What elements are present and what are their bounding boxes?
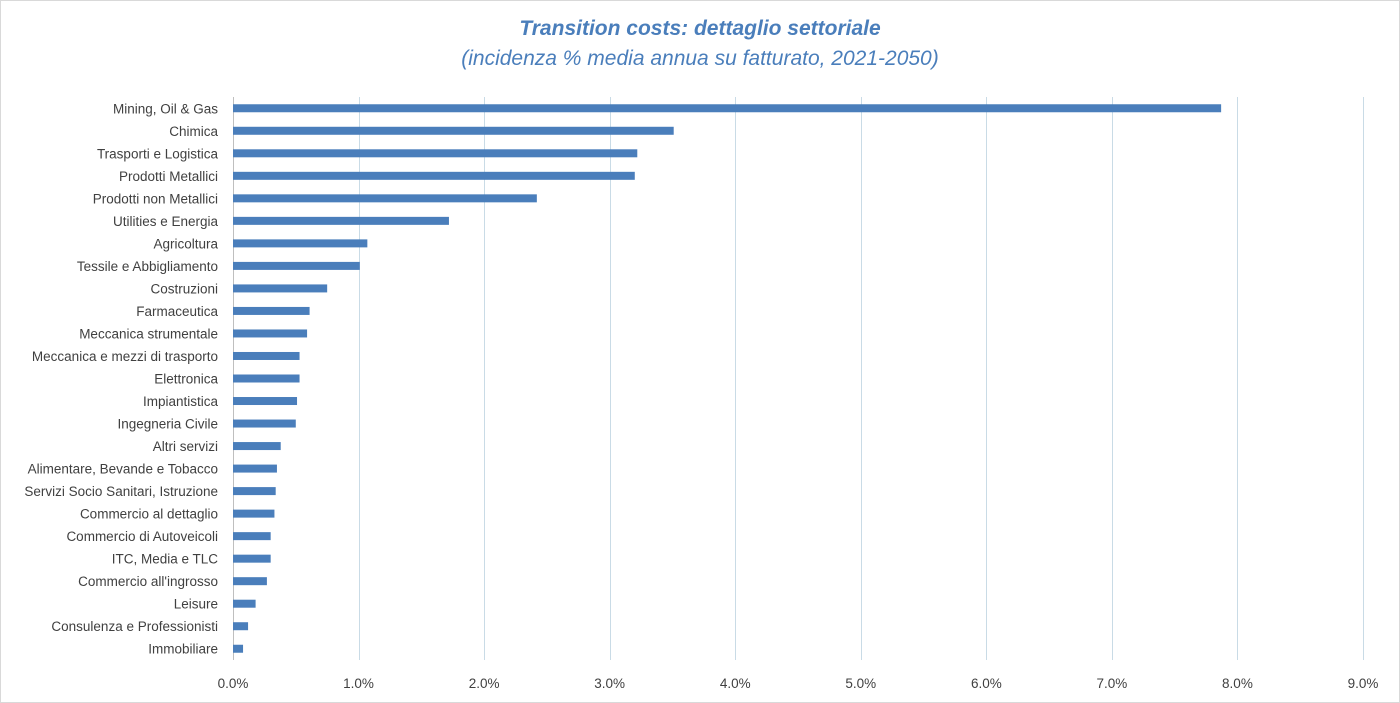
category-label: Leisure [174,597,218,612]
category-label: Prodotti non Metallici [93,191,218,206]
category-label: Utilities e Energia [113,214,219,229]
chart-subtitle: (incidenza % media annua su fatturato, 2… [461,47,939,70]
category-label: Costruzioni [150,281,218,296]
category-label: Prodotti Metallici [119,169,218,184]
gridlines [233,97,1364,660]
bar [233,599,256,608]
bar [233,554,271,563]
x-tick-label: 3.0% [594,676,625,691]
bar [233,171,635,180]
x-tick-label: 5.0% [845,676,876,691]
category-label: Meccanica strumentale [79,326,218,341]
category-label: Chimica [169,124,218,139]
category-label: ITC, Media e TLC [112,552,219,567]
category-label: Altri servizi [153,439,218,454]
category-label: Trasporti e Logistica [97,146,219,161]
x-tick-label: 8.0% [1222,676,1253,691]
bar [233,487,276,496]
chart-title: Transition costs: dettaglio settoriale [519,17,881,40]
bars [233,104,1222,653]
x-tick-label: 1.0% [343,676,374,691]
bar [233,532,271,541]
bar [233,329,308,338]
category-label: Commercio al dettaglio [80,507,218,522]
bar [233,622,249,631]
bar [233,306,310,315]
x-tick-label: 6.0% [971,676,1002,691]
x-tick-label: 7.0% [1096,676,1127,691]
bar [233,577,267,586]
category-label: Agricoltura [153,236,218,251]
category-label: Immobiliare [148,642,218,657]
bar [233,397,298,406]
bar [233,442,281,451]
bar [233,194,537,203]
category-label: Impiantistica [143,394,219,409]
bar [233,284,328,293]
bar [233,261,360,270]
bar [233,216,449,225]
category-label: Tessile e Abbigliamento [77,259,218,274]
category-label: Ingegneria Civile [117,417,218,432]
x-tick-labels: 0.0% 1.0% 2.0% 3.0% 4.0% 5.0% 6.0% 7.0% 8.0% 9.0% [218,676,1379,691]
category-label: Elettronica [154,372,218,387]
bar [233,509,275,518]
category-label: Consulenza e Professionisti [51,619,218,634]
category-label: Mining, Oil & Gas [113,101,218,116]
bar [233,419,296,428]
category-label: Meccanica e mezzi di trasporto [32,349,218,364]
bar [233,644,244,653]
category-label: Alimentare, Bevande e Tobacco [28,462,218,477]
category-label: Commercio all'ingrosso [78,574,218,589]
x-tick-label: 2.0% [469,676,500,691]
x-tick-label: 4.0% [720,676,751,691]
bar [233,374,300,383]
x-tick-label: 9.0% [1348,676,1379,691]
category-label: Commercio di Autoveicoli [66,529,218,544]
bar [233,104,1222,113]
category-label: Farmaceutica [136,304,218,319]
x-tick-label: 0.0% [218,676,249,691]
category-labels: Mining, Oil & Gas Chimica Trasporti e Logi… [24,101,218,656]
bar [233,464,277,473]
bar [233,239,368,248]
bar [233,351,300,360]
category-label: Servizi Socio Sanitari, Istruzione [24,484,218,499]
bar [233,126,674,135]
bar [233,149,638,158]
